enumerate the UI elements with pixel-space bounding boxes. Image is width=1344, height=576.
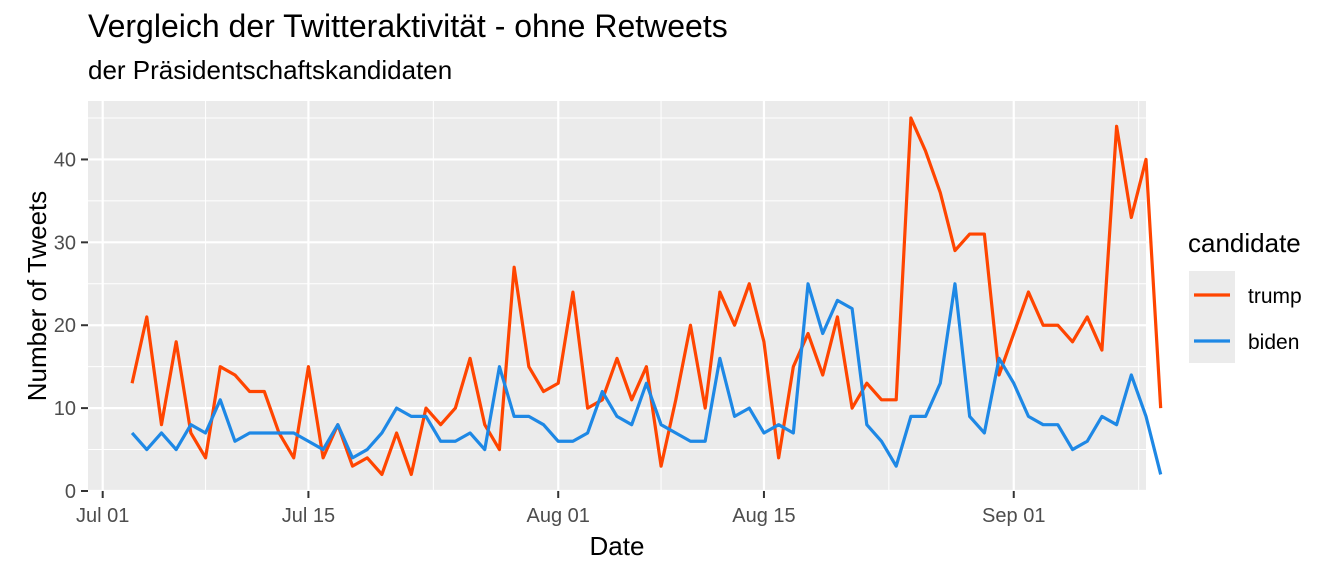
y-tick-label: 10 <box>54 398 76 420</box>
legend-label-biden: biden <box>1248 331 1299 354</box>
series-layer <box>130 116 1163 477</box>
y-tick-label: 0 <box>65 481 76 503</box>
series-line-biden <box>130 282 1163 475</box>
plot-panel <box>88 101 1146 491</box>
y-axis: 0 10 20 30 40 <box>54 149 88 503</box>
series-line-trump <box>130 116 1163 477</box>
grid-minor <box>88 101 1146 491</box>
x-tick-label: Aug 01 <box>527 505 590 527</box>
chart-title: Vergleich der Twitteraktivität - ohne Re… <box>88 8 728 44</box>
legend-key-background <box>1189 271 1235 363</box>
x-tick-label: Jul 15 <box>282 505 335 527</box>
grid-major <box>88 101 1146 493</box>
legend: candidate trump biden <box>1188 228 1302 363</box>
x-tick-label: Jul 01 <box>76 505 129 527</box>
x-tick-label: Sep 01 <box>982 505 1045 527</box>
legend-label-trump: trump <box>1248 285 1302 308</box>
x-tick-label: Aug 15 <box>732 505 795 527</box>
chart-subtitle: der Präsidentschaftskandidaten <box>88 55 453 85</box>
y-axis-title: Number of Tweets <box>22 191 52 402</box>
y-tick-label: 40 <box>54 149 76 171</box>
legend-title: candidate <box>1188 228 1301 258</box>
x-axis-title: Date <box>590 531 645 561</box>
y-tick-label: 20 <box>54 315 76 337</box>
x-axis: Jul 01 Jul 15 Aug 01 Aug 15 Sep 01 <box>76 491 1045 527</box>
y-tick-label: 30 <box>54 232 76 254</box>
